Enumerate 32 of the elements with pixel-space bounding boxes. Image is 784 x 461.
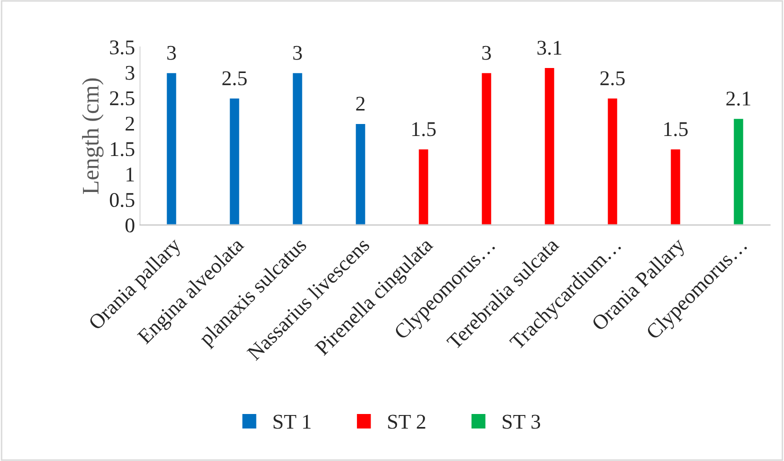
legend-label: ST 3 <box>502 414 540 429</box>
y-tick-label: 0.5 <box>110 192 134 208</box>
data-label: 2.5 <box>600 71 625 86</box>
bar <box>606 97 619 225</box>
y-tick-label: 2 <box>126 116 134 131</box>
data-label: 2.5 <box>222 71 247 86</box>
legend-label: ST 2 <box>388 414 426 429</box>
bar <box>165 72 178 225</box>
bar <box>354 122 367 225</box>
data-label: 3.1 <box>537 40 562 55</box>
bar <box>480 72 493 225</box>
y-tick-label: 3 <box>126 66 134 80</box>
bar <box>669 148 682 225</box>
data-label: 3 <box>167 46 176 60</box>
data-label: 2.1 <box>726 92 750 106</box>
data-label: 3 <box>482 46 491 60</box>
y-tick-label: 1.5 <box>110 142 134 156</box>
legend-label: ST 1 <box>274 414 311 429</box>
bar <box>732 118 745 225</box>
bar <box>291 72 304 225</box>
y-tick-label: 0 <box>126 218 134 232</box>
y-tick-label: 1 <box>126 168 134 182</box>
bar <box>228 97 241 225</box>
data-label: 2 <box>356 96 365 111</box>
data-label: 1.5 <box>412 122 436 136</box>
bar <box>417 148 430 225</box>
y-tick-label: 2.5 <box>110 91 134 106</box>
y-axis-title: Length (cm) <box>82 78 104 194</box>
data-label: 3 <box>293 46 302 60</box>
data-label: 1.5 <box>664 122 688 136</box>
y-tick-label: 3.5 <box>110 40 134 55</box>
bar <box>543 66 556 225</box>
